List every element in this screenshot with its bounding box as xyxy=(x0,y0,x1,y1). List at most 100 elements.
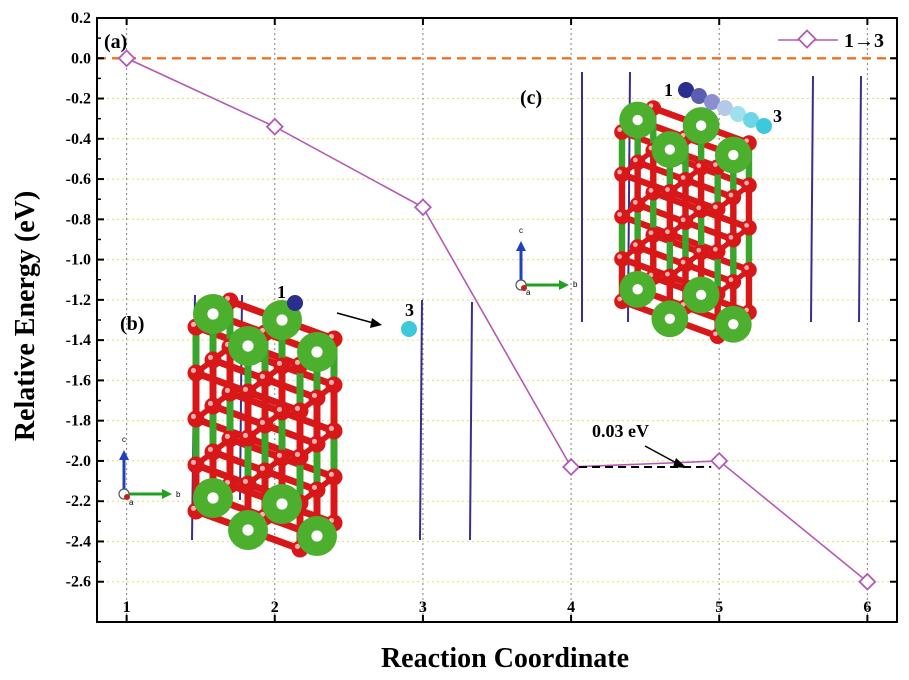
inset-b-bond-red xyxy=(244,434,304,461)
inset-b-metal-highlight xyxy=(276,498,288,510)
inset-b-oxygen-atom xyxy=(221,384,239,402)
inset-c-bond-red xyxy=(666,188,721,213)
y-tick-label: -0.2 xyxy=(66,91,91,108)
inset-b-oxygen-highlight xyxy=(328,471,335,478)
inset-c-oxygen-highlight xyxy=(665,187,670,192)
inset-c-oxygen-highlight xyxy=(728,192,734,198)
inset-b-oxygen-atom xyxy=(273,403,291,421)
inset-b-adatom-end xyxy=(401,321,417,337)
inset-c-label-end: 3 xyxy=(773,106,782,126)
inset-c-oxygen-atom xyxy=(741,177,757,194)
inset-b-adatom-start xyxy=(287,295,303,311)
inset-b-oxygen-highlight xyxy=(207,354,213,361)
inset-c-oxygen-highlight xyxy=(632,242,638,248)
inset-b-oxygen-highlight xyxy=(311,438,318,445)
inset-b-metal-highlight xyxy=(242,340,254,352)
inset-b-bond-red xyxy=(278,362,338,389)
inset-c-oxygen-highlight xyxy=(648,230,654,236)
inset-b-oxygen-highlight xyxy=(259,465,266,472)
inset-c-adatom-trail xyxy=(717,100,733,116)
inset-b-oxygen-highlight xyxy=(259,419,266,426)
inset-b-oxygen-atom xyxy=(291,402,309,420)
y-tick-label: -2.2 xyxy=(66,493,91,510)
inset-c-cell-edge xyxy=(858,75,862,323)
inset-b-oxygen-highlight xyxy=(190,367,196,374)
inset-b-metal-highlight xyxy=(207,308,219,320)
inset-b-oxygen-atom xyxy=(256,370,274,388)
inset-c-oxygen-atom xyxy=(629,196,646,213)
inset-c-oxygen-highlight xyxy=(712,162,718,167)
inset-b-oxygen-highlight xyxy=(276,406,283,413)
inset-c-adatom-trail xyxy=(730,106,746,122)
inset-c-oxygen-highlight xyxy=(712,204,718,210)
inset-b-path-arrowhead xyxy=(370,318,382,328)
x-tick-label: 5 xyxy=(715,599,723,616)
legend-label: 1→3 xyxy=(844,30,884,52)
inset-b-oxygen-atom xyxy=(325,468,343,486)
inset-c-bond-red xyxy=(650,231,705,256)
y-tick-label: -2.6 xyxy=(66,574,91,591)
inset-layer xyxy=(118,71,862,558)
inset-b-oxygen-highlight xyxy=(190,321,196,328)
inset-c-bond-red xyxy=(682,176,737,201)
inset-b-bond-red xyxy=(209,402,269,429)
inset-b-oxygen-atom xyxy=(187,456,205,474)
data-point-marker xyxy=(117,49,136,68)
inset-c-oxygen-highlight xyxy=(632,157,638,163)
y-tick-label: -2.0 xyxy=(66,453,91,470)
inset-c-axis-b-label: b xyxy=(573,280,578,289)
inset-b-metal-highlight xyxy=(242,524,254,536)
inset-c-adatom-trail xyxy=(756,118,772,134)
y-tick-label: -1.6 xyxy=(66,372,91,389)
inset-c-oxygen-atom xyxy=(629,239,646,255)
inset-c-metal-highlight xyxy=(664,313,675,324)
inset-c-bond-red xyxy=(618,213,674,238)
inset-b-bond-red xyxy=(192,415,252,442)
inset-c-axis-c-head xyxy=(516,241,526,251)
inset-c-bond-red xyxy=(697,164,753,189)
legend-marker xyxy=(797,29,817,49)
y-tick-label: 0.2 xyxy=(71,10,91,27)
inset-c-bond-red xyxy=(634,243,689,268)
x-tick-label: 3 xyxy=(419,599,427,616)
inset-c-metal-highlight xyxy=(695,289,707,300)
inset-b-label-start: 1 xyxy=(277,282,286,302)
series-line xyxy=(126,57,868,583)
inset-b-oxygen-highlight xyxy=(190,413,196,420)
inset-c-bond-red xyxy=(666,230,721,255)
inset-b-oxygen-highlight xyxy=(242,478,248,485)
inset-c-oxygen-atom xyxy=(614,166,630,183)
inset-b-oxygen-highlight xyxy=(190,459,196,466)
x-tick-label: 4 xyxy=(567,599,575,616)
inset-c-bond-red xyxy=(634,201,689,226)
inset-b-bond-red xyxy=(209,356,269,383)
inset-b-oxygen-atom xyxy=(239,429,257,447)
inset-b-label-end: 3 xyxy=(405,300,414,320)
inset-b-metal-highlight xyxy=(207,492,219,504)
inset-b-oxygen-highlight xyxy=(224,387,230,394)
inset-c-oxygen-atom xyxy=(725,274,742,290)
inset-c-oxygen-highlight xyxy=(744,265,749,270)
y-tick-label: -0.4 xyxy=(66,131,91,148)
inset-b-axis-c-head xyxy=(119,450,129,460)
inset-b-oxygen-highlight xyxy=(294,405,301,412)
barrier-label: 0.03 eV xyxy=(592,421,649,441)
legend: 1→3 xyxy=(778,29,884,52)
inset-b-oxygen-atom xyxy=(325,422,343,440)
inset-c-oxygen-highlight xyxy=(680,175,686,180)
inset-b-oxygen-highlight xyxy=(242,432,248,439)
inset-c-adatom-trail xyxy=(691,88,707,104)
inset-c-metal-highlight xyxy=(728,149,739,161)
inset-c-oxygen-atom xyxy=(645,227,662,243)
inset-b-bond-red xyxy=(278,454,338,481)
y-tick-label: -0.8 xyxy=(66,211,91,228)
y-tick-label: 0.0 xyxy=(71,50,91,67)
inset-c-cell-edge xyxy=(810,75,814,323)
inset-c-oxygen-atom xyxy=(725,189,742,206)
inset-c-metal-highlight xyxy=(664,144,675,155)
panel-label-b: (b) xyxy=(120,313,144,335)
inset-c-oxygen-atom xyxy=(645,184,662,201)
inset-b-oxygen-highlight xyxy=(190,505,196,512)
inset-c-bond-red xyxy=(682,218,737,243)
